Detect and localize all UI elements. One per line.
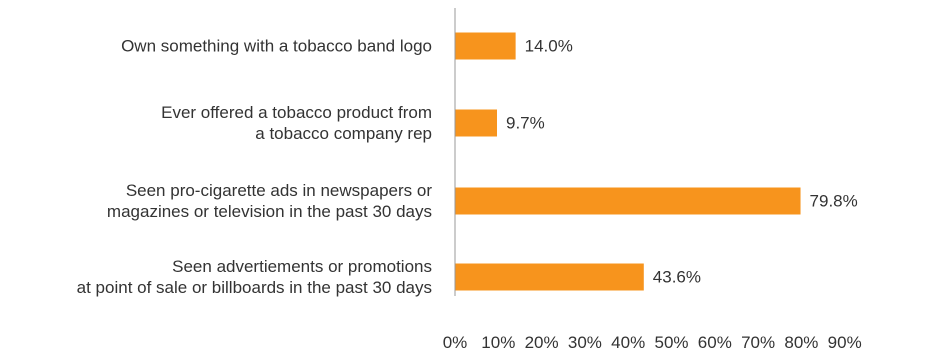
category-label-4: Seen advertiements or promotions at point… bbox=[77, 257, 432, 297]
value-label-3: 79.8% bbox=[810, 192, 858, 211]
x-tick-label: 60% bbox=[698, 333, 732, 352]
category-label-line: Ever offered a tobacco product from bbox=[161, 103, 432, 122]
category-label-line: at point of sale or billboards in the pa… bbox=[77, 278, 432, 297]
category-label-line: a tobacco company rep bbox=[255, 124, 432, 143]
category-label-1: Own something with a tobacco band logo bbox=[121, 37, 432, 56]
value-label-4: 43.6% bbox=[653, 268, 701, 287]
bar-2 bbox=[455, 109, 498, 137]
bar-1 bbox=[455, 32, 516, 60]
x-axis-tick-labels: 0% 10% 20% 30% 40% 50% 60% 70% 80% 90% bbox=[443, 333, 862, 352]
x-tick-label: 10% bbox=[481, 333, 515, 352]
x-tick-label: 40% bbox=[611, 333, 645, 352]
value-label-2: 9.7% bbox=[506, 114, 545, 133]
category-label-line: Own something with a tobacco band logo bbox=[121, 37, 432, 56]
x-tick-label: 70% bbox=[741, 333, 775, 352]
category-label-3: Seen pro-cigarette ads in newspapers or m… bbox=[107, 181, 432, 221]
x-tick-label: 80% bbox=[784, 333, 818, 352]
category-label-line: Seen pro-cigarette ads in newspapers or bbox=[126, 181, 433, 200]
x-tick-label: 90% bbox=[828, 333, 862, 352]
x-tick-label: 20% bbox=[525, 333, 559, 352]
category-label-line: magazines or television in the past 30 d… bbox=[107, 202, 432, 221]
x-tick-label: 30% bbox=[568, 333, 602, 352]
category-label-2: Ever offered a tobacco product from a tob… bbox=[161, 103, 432, 143]
value-labels: 14.0% 9.7% 79.8% 43.6% bbox=[506, 37, 858, 287]
category-label-line: Seen advertiements or promotions bbox=[172, 257, 432, 276]
bars-layer bbox=[455, 32, 801, 291]
bar-4 bbox=[455, 263, 644, 291]
value-label-1: 14.0% bbox=[525, 37, 573, 56]
x-tick-label: 0% bbox=[443, 333, 468, 352]
x-tick-label: 50% bbox=[654, 333, 688, 352]
category-labels: Own something with a tobacco band logo Ev… bbox=[77, 37, 433, 298]
bar-3 bbox=[455, 187, 801, 215]
